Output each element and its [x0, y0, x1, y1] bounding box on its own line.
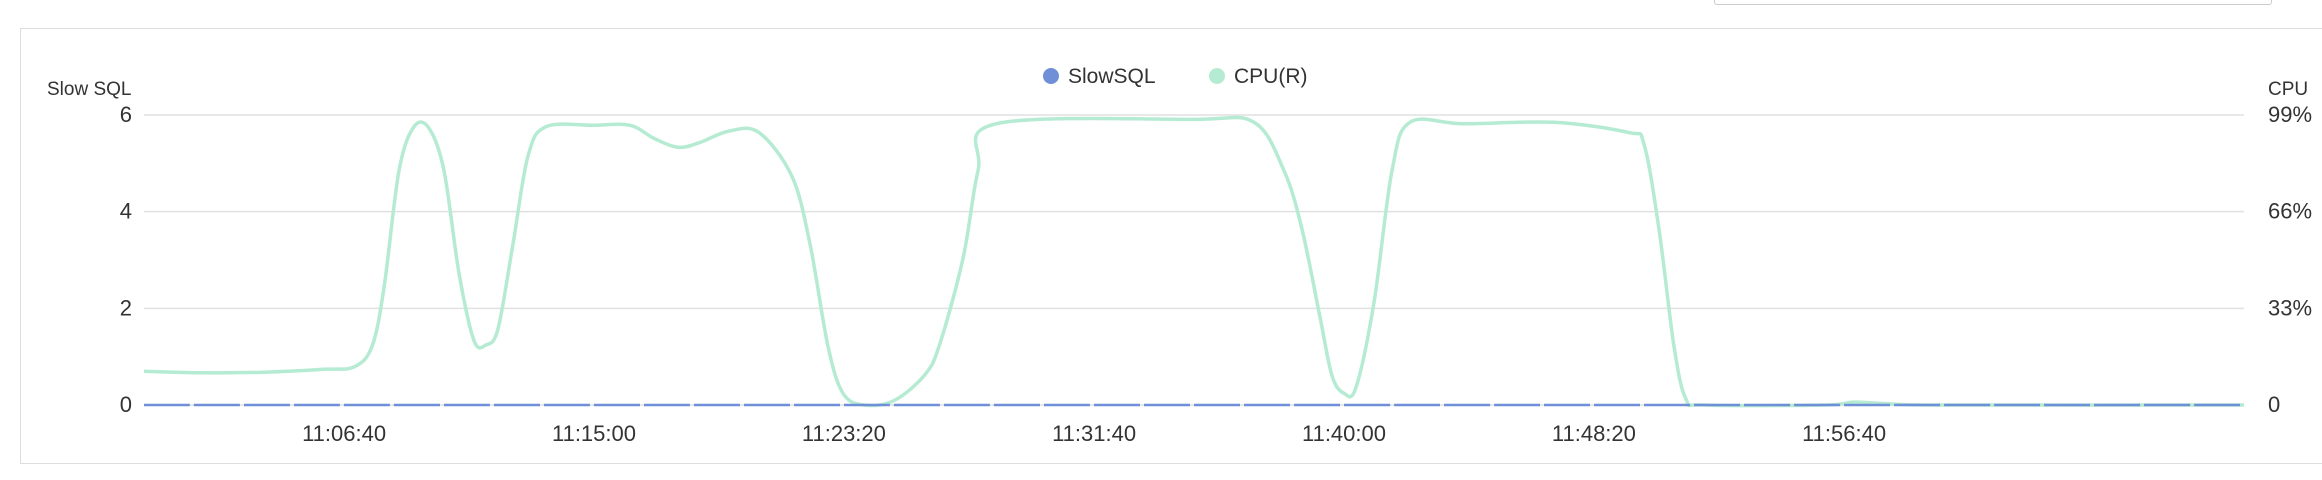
y-right-tick-label: 33%: [2268, 295, 2312, 320]
y-right-tick-label: 0: [2268, 392, 2280, 417]
legend-marker: [1043, 68, 1059, 84]
legend-label: SlowSQL: [1068, 65, 1156, 88]
x-tick-label: 11:31:40: [1052, 421, 1136, 446]
chart-svg: 0 0 2 33% 4 66% 6 99% Slow SQL CPU 11:06:40 11:15:0…: [47, 65, 2312, 446]
y-left-tick-label: 4: [120, 199, 132, 224]
x-tick-label: 11:56:40: [1802, 421, 1886, 446]
y-left-tick-label: 2: [120, 295, 132, 320]
y-left-tick-label: 0: [120, 392, 132, 417]
series-line-cpu-r: [143, 115, 2245, 408]
y-left-axis-label: Slow SQL: [47, 79, 131, 100]
x-tick-label: 11:40:00: [1302, 421, 1386, 446]
x-tick-label: 11:15:00: [552, 421, 636, 446]
x-tick-label: 11:06:40: [302, 421, 386, 446]
x-tick-label: 11:23:20: [802, 421, 886, 446]
y-left-tick-label: 6: [120, 102, 132, 127]
legend-marker: [1209, 68, 1225, 84]
top-input-field[interactable]: [1714, 0, 2272, 5]
y-right-axis-label: CPU: [2268, 79, 2308, 100]
y-right-tick-label: 66%: [2268, 199, 2312, 224]
legend-label: CPU(R): [1234, 65, 1308, 88]
x-tick-label: 11:48:20: [1552, 421, 1636, 446]
chart-panel: 0 0 2 33% 4 66% 6 99% Slow SQL CPU 11:06:40 11:15:0…: [20, 28, 2322, 464]
y-right-tick-label: 99%: [2268, 102, 2312, 127]
